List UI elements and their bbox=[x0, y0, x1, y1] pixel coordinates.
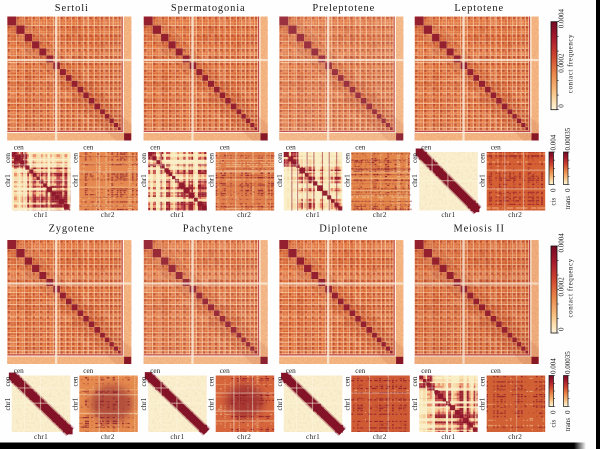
svg-text:chr1: chr1 bbox=[441, 211, 455, 219]
svg-text:0: 0 bbox=[558, 327, 566, 331]
svg-text:cen: cen bbox=[83, 367, 93, 375]
svg-text:Diplotene: Diplotene bbox=[319, 224, 368, 235]
svg-text:cis: cis bbox=[550, 419, 558, 427]
svg-text:0: 0 bbox=[564, 188, 572, 192]
svg-text:Pachytene: Pachytene bbox=[183, 224, 234, 235]
svg-text:Spermatogonia: Spermatogonia bbox=[171, 3, 246, 14]
svg-text:cen: cen bbox=[83, 144, 93, 152]
svg-text:chr2: chr2 bbox=[508, 211, 522, 219]
svg-text:chr1: chr1 bbox=[479, 174, 487, 187]
svg-text:contact frequency: contact frequency bbox=[567, 34, 575, 93]
svg-text:cen: cen bbox=[140, 153, 148, 163]
svg-text:cen: cen bbox=[4, 376, 12, 386]
svg-text:cen: cen bbox=[343, 376, 351, 386]
svg-text:0.00035: 0.00035 bbox=[564, 351, 572, 374]
svg-text:chr1: chr1 bbox=[343, 397, 351, 410]
svg-text:chr2: chr2 bbox=[101, 433, 115, 441]
svg-text:Preleptotene: Preleptotene bbox=[312, 3, 375, 14]
svg-text:chr1: chr1 bbox=[208, 174, 216, 187]
svg-text:chr1: chr1 bbox=[71, 397, 79, 410]
svg-text:cen: cen bbox=[220, 367, 230, 375]
svg-text:chr2: chr2 bbox=[237, 433, 251, 441]
svg-text:cen: cen bbox=[355, 367, 365, 375]
svg-text:chr2: chr2 bbox=[237, 211, 251, 219]
svg-text:chr1: chr1 bbox=[276, 174, 284, 187]
svg-text:Meiosis II: Meiosis II bbox=[453, 224, 504, 235]
svg-text:cen: cen bbox=[14, 367, 24, 375]
svg-text:chr1: chr1 bbox=[343, 174, 351, 187]
svg-text:chr1: chr1 bbox=[170, 433, 184, 441]
svg-text:cen: cen bbox=[276, 376, 284, 386]
svg-text:0.0004: 0.0004 bbox=[558, 8, 566, 28]
svg-text:cen: cen bbox=[71, 153, 79, 163]
svg-text:0: 0 bbox=[564, 410, 572, 414]
svg-text:cen: cen bbox=[479, 153, 487, 163]
svg-text:cen: cen bbox=[220, 144, 230, 152]
svg-text:cen: cen bbox=[421, 367, 431, 375]
svg-text:cis: cis bbox=[550, 197, 558, 205]
svg-text:chr1: chr1 bbox=[306, 211, 320, 219]
svg-text:cen: cen bbox=[150, 144, 160, 152]
svg-text:trans: trans bbox=[564, 418, 572, 432]
svg-text:contact frequency: contact frequency bbox=[567, 258, 575, 317]
svg-text:0: 0 bbox=[558, 104, 566, 108]
svg-text:cen: cen bbox=[421, 144, 431, 152]
svg-text:cen: cen bbox=[491, 144, 501, 152]
svg-text:chr1: chr1 bbox=[479, 397, 487, 410]
svg-text:0.00035: 0.00035 bbox=[564, 127, 572, 150]
svg-text:chr1: chr1 bbox=[71, 174, 79, 187]
svg-text:0.004: 0.004 bbox=[550, 358, 558, 374]
svg-text:chr1: chr1 bbox=[276, 397, 284, 410]
svg-text:0: 0 bbox=[550, 188, 558, 192]
svg-text:chr1: chr1 bbox=[4, 174, 12, 187]
svg-text:cen: cen bbox=[208, 376, 216, 386]
svg-text:chr1: chr1 bbox=[411, 397, 419, 410]
svg-text:cen: cen bbox=[14, 144, 24, 152]
svg-text:cen: cen bbox=[4, 153, 12, 163]
svg-text:cen: cen bbox=[208, 153, 216, 163]
svg-text:Sertoli: Sertoli bbox=[55, 3, 89, 14]
svg-text:chr1: chr1 bbox=[34, 211, 48, 219]
svg-text:chr2: chr2 bbox=[101, 211, 115, 219]
svg-text:cen: cen bbox=[71, 376, 79, 386]
svg-text:chr1: chr1 bbox=[441, 433, 455, 441]
svg-text:cen: cen bbox=[355, 144, 365, 152]
svg-text:cen: cen bbox=[286, 144, 296, 152]
svg-text:0.004: 0.004 bbox=[550, 134, 558, 150]
svg-text:chr1: chr1 bbox=[170, 211, 184, 219]
svg-text:Zygotene: Zygotene bbox=[49, 224, 95, 235]
svg-text:cen: cen bbox=[491, 367, 501, 375]
svg-text:0: 0 bbox=[550, 410, 558, 414]
svg-text:chr1: chr1 bbox=[140, 174, 148, 187]
svg-text:cen: cen bbox=[150, 367, 160, 375]
svg-text:chr1: chr1 bbox=[140, 397, 148, 410]
svg-text:cen: cen bbox=[479, 376, 487, 386]
svg-text:chr1: chr1 bbox=[306, 433, 320, 441]
svg-text:chr1: chr1 bbox=[4, 397, 12, 410]
svg-text:0.0002: 0.0002 bbox=[558, 277, 566, 297]
svg-text:chr2: chr2 bbox=[508, 433, 522, 441]
svg-text:cen: cen bbox=[286, 367, 296, 375]
svg-text:cen: cen bbox=[411, 376, 419, 386]
svg-text:chr2: chr2 bbox=[373, 211, 387, 219]
svg-text:0.0002: 0.0002 bbox=[558, 53, 566, 73]
svg-text:cen: cen bbox=[276, 153, 284, 163]
svg-text:chr1: chr1 bbox=[34, 433, 48, 441]
svg-text:cen: cen bbox=[343, 153, 351, 163]
svg-text:cen: cen bbox=[411, 153, 419, 163]
svg-text:Leptotene: Leptotene bbox=[454, 3, 504, 14]
svg-text:chr1: chr1 bbox=[208, 397, 216, 410]
svg-text:trans: trans bbox=[564, 196, 572, 210]
svg-text:0.0004: 0.0004 bbox=[558, 233, 566, 253]
svg-text:chr1: chr1 bbox=[411, 174, 419, 187]
svg-text:cen: cen bbox=[140, 376, 148, 386]
svg-text:chr2: chr2 bbox=[373, 433, 387, 441]
